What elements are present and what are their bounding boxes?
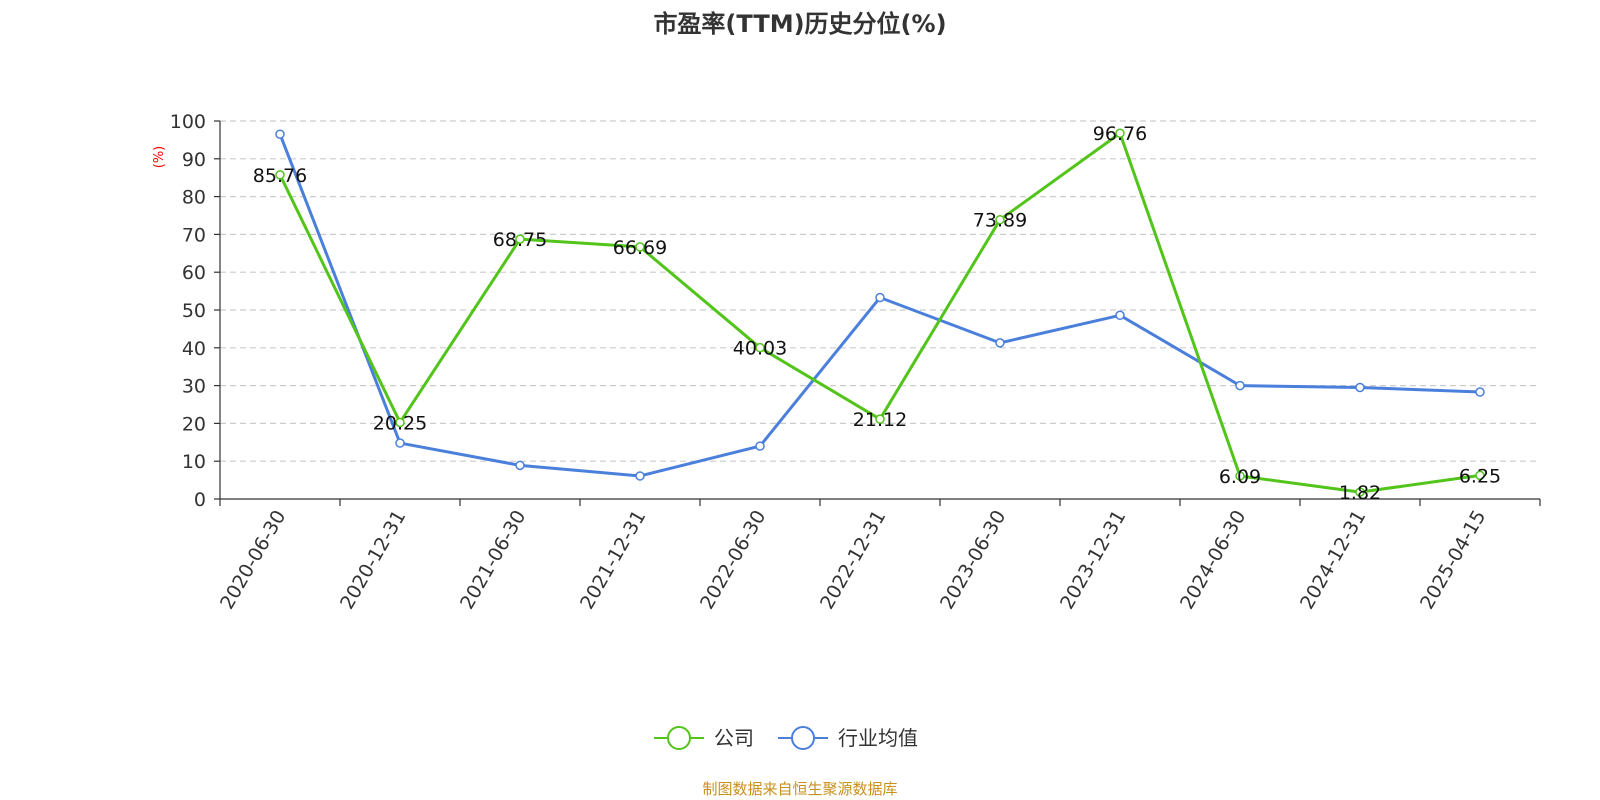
data-point	[515, 234, 525, 244]
y-tick-label: 50	[182, 300, 206, 322]
x-tick-label: 2023-06-30	[936, 507, 1010, 614]
data-label: 6.09	[1219, 466, 1261, 488]
data-point	[1115, 128, 1125, 138]
data-point	[995, 214, 1005, 225]
y-tick-label: 60	[182, 262, 206, 284]
x-tick-label: 2025-04-15	[1416, 507, 1490, 614]
data-point	[635, 242, 645, 252]
data-point	[275, 170, 285, 180]
y-tick-label: 100	[170, 111, 206, 133]
data-label: 40.03	[733, 338, 787, 360]
data-point	[755, 441, 765, 451]
y-tick-label: 30	[182, 376, 206, 398]
grid-lines	[220, 120, 1540, 462]
data-label: 6.25	[1459, 465, 1501, 487]
y-axis-label: (%)	[152, 146, 167, 169]
y-tick-label: 40	[182, 338, 206, 360]
data-point	[635, 471, 645, 481]
x-tick-label: 2021-12-31	[576, 507, 650, 614]
data-label: 85.76	[253, 165, 307, 187]
x-tick-label: 2020-06-30	[216, 507, 290, 614]
axes: 0 10 20 30 40 50 60 70 80 90 100 2020-06-30 2020-12-…	[170, 111, 1541, 614]
data-label: 20.25	[373, 412, 427, 434]
y-tick-label: 20	[182, 413, 206, 435]
x-tick-label: 2023-12-31	[1056, 507, 1130, 614]
data-point	[1355, 487, 1365, 497]
data-label: 1.82	[1339, 482, 1381, 504]
x-tick-label: 2020-12-31	[336, 507, 410, 614]
data-point	[1475, 387, 1485, 397]
data-point	[875, 292, 885, 303]
data-point	[995, 338, 1005, 348]
data-point	[515, 460, 525, 471]
x-tick-label: 2024-12-31	[1296, 507, 1370, 614]
x-tick-label: 2021-06-30	[456, 507, 530, 614]
x-tick-label: 2024-06-30	[1176, 507, 1250, 614]
series-layer	[275, 128, 1485, 497]
y-tick-label: 0	[194, 489, 206, 511]
data-label: 66.69	[613, 237, 667, 259]
data-labels: 85.76 20.25 68.75 66.69 40.03 21.12 73.89 96.76…	[253, 123, 1501, 504]
legend-label: 行业均值	[838, 726, 918, 750]
data-point	[1235, 471, 1245, 481]
source-note: 制图数据来自恒生聚源数据库	[702, 780, 897, 798]
data-point	[275, 129, 285, 139]
data-point	[875, 414, 885, 424]
chart-title: 市盈率(TTM)历史分位(%)	[653, 10, 946, 38]
data-label: 96.76	[1093, 123, 1147, 145]
data-point	[755, 342, 765, 353]
data-label: 73.89	[973, 210, 1027, 232]
legend-label: 公司	[714, 726, 754, 750]
y-tick-label: 10	[182, 451, 206, 473]
data-point	[1235, 380, 1245, 391]
x-tick-label: 2022-12-31	[816, 507, 890, 614]
data-point	[395, 438, 405, 448]
series-line-0	[278, 131, 1481, 494]
legend: 公司 行业均值	[654, 726, 918, 750]
y-tick-label: 70	[182, 224, 206, 246]
x-tick-label: 2022-06-30	[696, 507, 770, 614]
y-tick-label: 90	[182, 149, 206, 171]
data-point	[1355, 382, 1365, 393]
data-point	[395, 417, 405, 428]
data-point	[1475, 470, 1485, 481]
data-point	[1115, 310, 1125, 321]
legend-marker	[791, 726, 815, 750]
y-tick-label: 80	[182, 187, 206, 209]
data-label: 21.12	[853, 409, 907, 431]
legend-marker	[667, 726, 691, 750]
data-label: 68.75	[493, 229, 547, 251]
